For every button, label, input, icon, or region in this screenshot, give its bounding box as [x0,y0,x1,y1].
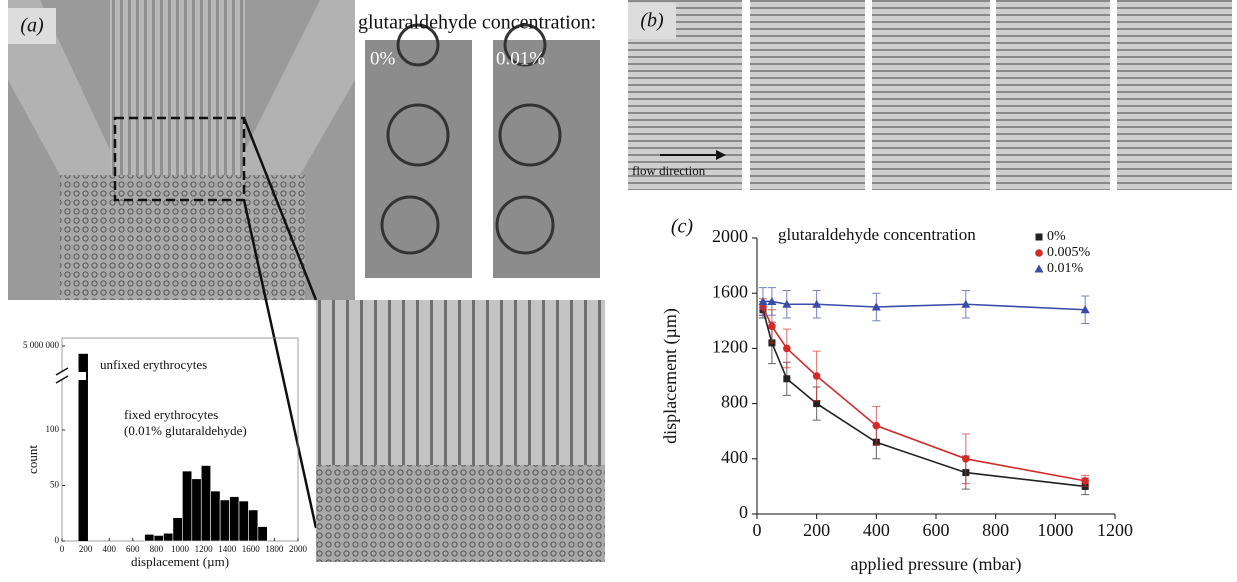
x-tick-label: 1600 [242,544,261,554]
x-tick-label: 1200 [195,544,214,554]
marker [961,299,971,308]
axis-break [56,372,86,380]
x-tick-label: 0 [60,544,65,554]
panel-label: (b) [640,10,664,32]
x-tick-label: 600 [126,544,140,554]
micrograph-title: glutaraldehyde concentration: [358,12,596,34]
panel-label: (a) [20,15,44,37]
y-tick-label: 5 000 000 [23,340,60,350]
legend-marker [1035,233,1043,241]
annotation: unfixed erythrocytes [100,357,207,372]
inset-micrographs [316,23,605,562]
panel-label-box [8,8,56,44]
x-tick-label: 200 [803,520,830,540]
y-tick-label: 0 [55,535,60,545]
x-tick-label: 600 [923,520,950,540]
series-line [762,309,1086,488]
x-tick-label: 1400 [218,544,237,554]
x-tick-label: 1200 [1097,520,1133,540]
marker [783,375,791,383]
y-tick-label: 1200 [712,337,748,357]
x-tick-label: 1000 [171,544,190,554]
marker [782,299,792,308]
bar [191,478,202,542]
y-tick-label: 50 [50,480,60,490]
bar [163,532,174,542]
x-tick-label: 400 [102,544,116,554]
marker [871,302,881,311]
legend-label: 0.01% [1047,261,1084,276]
bar [78,353,88,541]
bar [172,517,183,542]
x-tick-label: 200 [79,544,93,554]
panel-label: (c) [671,216,694,238]
series-line [762,300,1086,311]
x-tick-label: 800 [982,520,1009,540]
bar [182,470,193,542]
legend-label: 0% [1047,229,1066,244]
micrograph-b [628,0,1232,190]
bar [200,465,211,542]
bar [238,500,249,542]
marker [758,296,768,305]
series-line [762,306,1086,482]
axis-break-mark [55,375,69,384]
axis-break-mark [55,367,69,376]
marker [962,455,970,463]
marker [768,322,776,331]
x-tick-label: 2000 [289,544,308,554]
y-axis-label: count [25,445,40,474]
micrograph-label: 0.01% [496,48,545,69]
x-tick-label: 800 [150,544,164,554]
y-tick-label: 2000 [712,226,748,246]
bar [210,490,221,542]
legend-label: 0.005% [1047,245,1091,260]
y-tick-label: 100 [46,424,60,434]
x-tick-label: 1000 [1037,520,1073,540]
marker [872,421,881,430]
marker [1080,305,1090,314]
annotation: (0.01% glutaraldehyde) [124,423,247,438]
micrograph-a [8,0,355,529]
y-tick-label: 800 [721,392,748,412]
marker [813,400,821,408]
x-axis-label: applied pressure (mbar) [851,554,1022,575]
y-tick-label: 1600 [712,281,748,301]
marker [783,344,791,353]
legend-marker [1035,249,1043,257]
marker [767,296,777,305]
bar [144,534,155,542]
y-axis-label: displacement (µm) [660,308,681,444]
x-tick-label: 1800 [265,544,284,554]
x-axis-label: displacement (µm) [131,554,229,569]
bar [219,499,230,542]
bar [153,535,164,542]
bar [257,526,268,542]
legend-marker [1034,264,1044,273]
legend-title: glutaraldehyde concentration [778,225,976,244]
marker [1081,477,1089,485]
bar [248,509,259,542]
y-tick-label: 400 [721,447,748,467]
x-tick-label: 0 [753,520,762,540]
x-tick-label: 400 [863,520,890,540]
bar [229,496,240,542]
annotation: fixed erythrocytes [124,407,218,422]
marker [812,372,821,380]
y-tick-label: 0 [739,502,748,522]
micrograph-label: 0% [370,48,396,69]
flow-label: flow direction [632,163,706,178]
panel-label-box [628,3,676,39]
marker [812,299,822,308]
